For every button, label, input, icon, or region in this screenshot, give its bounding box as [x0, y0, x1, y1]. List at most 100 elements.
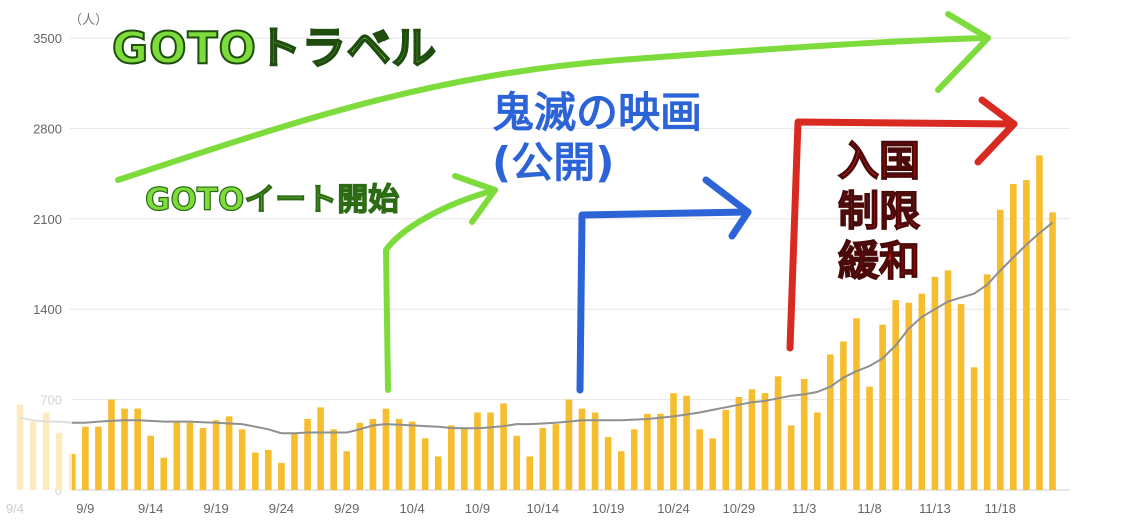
grid-lines	[70, 37, 1070, 491]
bar	[173, 421, 181, 490]
y-tick-label: 2800	[33, 121, 62, 136]
bar	[722, 409, 730, 490]
y-tick-label: 1400	[33, 302, 62, 317]
x-tick-label: 10/14	[527, 501, 560, 516]
annotation-kimetsu-line2: (公開)	[492, 138, 615, 187]
bar	[304, 418, 311, 490]
annotation-goto-eat: GOTOイート開始	[144, 181, 400, 218]
bar	[448, 425, 455, 490]
bar	[918, 293, 926, 490]
bar	[474, 412, 481, 490]
bar	[787, 425, 795, 490]
bar	[1023, 180, 1030, 491]
annotation-border-easing-line1: 入国	[837, 136, 920, 185]
x-tick-label: 11/3	[792, 501, 816, 516]
bar	[317, 407, 324, 490]
bar	[225, 416, 233, 490]
annotation-border-easing-line2: 制限	[837, 186, 920, 235]
bar	[356, 422, 364, 490]
x-tick-label: 10/29	[723, 501, 756, 516]
annotation-border-easing-line3: 緩和	[837, 236, 920, 285]
bar	[95, 426, 102, 490]
bar	[68, 453, 76, 490]
bar	[630, 429, 638, 490]
annotation-kimetsu-line1: 鬼滅の映画	[492, 88, 703, 137]
goto-travel-arrowhead	[935, 11, 991, 93]
bar	[957, 304, 965, 490]
x-tick-label: 10/19	[592, 501, 625, 516]
y-unit-label: （人）	[69, 12, 108, 27]
bar	[552, 424, 560, 490]
bar	[657, 413, 664, 490]
bar	[238, 429, 246, 490]
x-tick-label: 9/4	[6, 501, 24, 516]
bar	[121, 408, 128, 490]
bar	[892, 300, 899, 490]
goto-travel-arrow	[115, 35, 991, 183]
bar	[866, 386, 873, 490]
x-tick-label: 9/24	[269, 501, 294, 516]
bar	[421, 438, 429, 490]
bar	[251, 452, 259, 490]
bar	[369, 418, 377, 490]
bar	[853, 318, 860, 490]
bar	[931, 276, 939, 490]
border-easing-arrowhead	[974, 96, 1018, 166]
bar	[265, 449, 272, 490]
bar	[800, 378, 808, 490]
bar	[813, 412, 821, 490]
fade-overlay	[0, 395, 72, 500]
bar	[683, 395, 690, 490]
bar	[1010, 183, 1017, 490]
bar	[330, 429, 337, 490]
x-tick-label: 9/14	[138, 501, 163, 516]
bar	[735, 397, 743, 490]
bar	[996, 209, 1004, 490]
bar	[1036, 155, 1043, 490]
bar	[108, 399, 115, 490]
bar	[578, 408, 586, 490]
bar	[500, 403, 507, 490]
y-tick-label: 3500	[33, 31, 62, 46]
bar	[434, 456, 442, 490]
bar	[134, 408, 141, 490]
x-tick-label: 11/8	[857, 501, 881, 516]
bar	[343, 451, 351, 490]
bar	[539, 428, 547, 490]
bar	[487, 412, 494, 490]
bar	[761, 393, 769, 490]
x-tick-label: 10/9	[465, 501, 490, 516]
bar	[840, 341, 847, 490]
x-tick-label: 11/18	[984, 501, 1016, 516]
bar	[408, 421, 416, 490]
bar	[748, 389, 756, 490]
x-tick-label: 9/19	[203, 501, 228, 516]
x-tick-label: 10/24	[657, 501, 690, 516]
bar	[604, 437, 612, 490]
bar	[696, 429, 703, 490]
bar	[212, 420, 220, 490]
average-line	[19, 221, 1054, 435]
x-tick-label: 9/9	[76, 501, 94, 516]
bar	[670, 393, 677, 490]
bar	[278, 462, 285, 490]
bar	[970, 367, 978, 490]
bar	[186, 422, 194, 490]
bar	[199, 428, 207, 490]
kimetsu-arrow	[576, 208, 752, 394]
bar	[905, 302, 913, 490]
bar	[395, 418, 403, 490]
bar	[944, 270, 952, 490]
goto-eat-arrowhead	[452, 173, 498, 225]
bar	[1049, 212, 1056, 491]
bar	[160, 457, 168, 490]
bar	[617, 451, 625, 490]
bars	[16, 155, 1056, 491]
bar	[565, 399, 573, 490]
bar	[461, 428, 468, 490]
bar	[291, 433, 298, 490]
bar	[591, 412, 599, 490]
bar	[827, 354, 834, 490]
x-tick-label: 11/13	[919, 501, 951, 516]
